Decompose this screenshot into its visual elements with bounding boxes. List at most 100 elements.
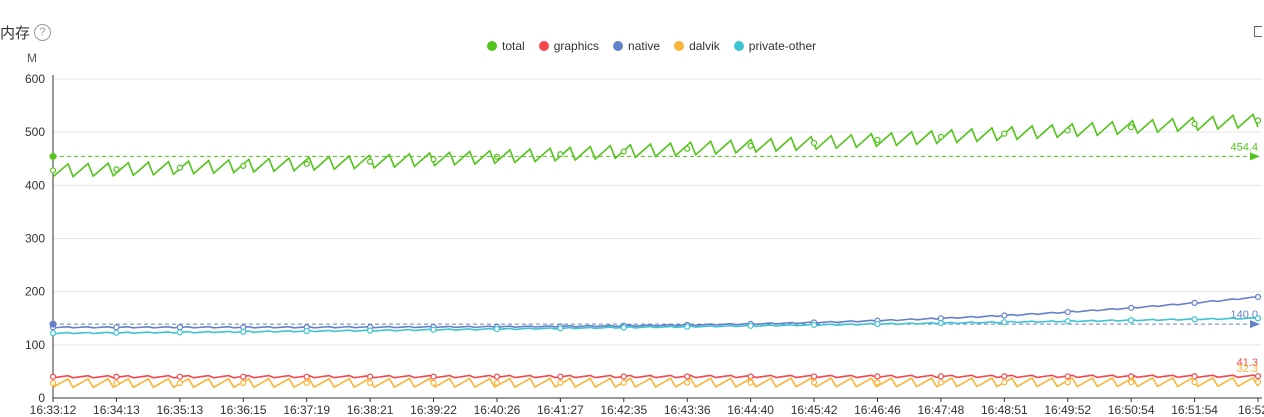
chart-title-text: 内存 [0, 25, 31, 42]
series-point-private-other [493, 325, 501, 333]
series-point-total [176, 164, 183, 171]
series-point-dalvik [620, 379, 627, 386]
series-point-graphics [430, 373, 437, 380]
y-tick-label: 500 [25, 125, 45, 139]
avg-start-dot-native [49, 320, 57, 328]
x-tick-label: 16:36:15 [220, 403, 267, 417]
series-point-graphics [1254, 373, 1262, 380]
series-point-graphics [557, 373, 564, 380]
series-point-total [49, 167, 57, 174]
series-point-graphics [493, 373, 501, 380]
legend-item-graphics[interactable]: graphics [538, 39, 600, 53]
chart-legend: total graphics native dalvik private-oth… [487, 39, 816, 53]
series-point-private-other [1064, 318, 1071, 325]
series-point-private-other [1001, 319, 1008, 326]
series-line-dalvik [52, 376, 1259, 389]
legend-item-total[interactable]: total [487, 39, 525, 53]
legend-item-private-other[interactable]: private-other [733, 39, 816, 53]
x-tick-label: 16:44:40 [727, 403, 774, 417]
series-point-total [113, 166, 120, 173]
series-point-private-other [937, 320, 944, 327]
x-tick-label: 16:39:22 [410, 403, 457, 417]
legend-label-total: total [502, 39, 525, 53]
x-tick-label: 16:34:13 [93, 403, 140, 417]
series-point-private-other [1128, 317, 1135, 324]
series-point-private-other [176, 329, 183, 336]
series-point-total [874, 136, 881, 144]
data-view-icon[interactable] [1254, 26, 1262, 37]
x-tick-label: 16:49:52 [1044, 403, 1091, 417]
series-point-graphics [1001, 373, 1008, 380]
series-point-dalvik [684, 379, 691, 386]
legend-dot-graphics [538, 41, 549, 51]
legend-label-graphics: graphics [553, 39, 600, 53]
x-tick-label: 16:41:27 [537, 403, 584, 417]
series-point-native [113, 324, 120, 331]
series-point-native [1191, 299, 1198, 306]
series-point-dalvik [937, 379, 944, 386]
x-tick-label: 16:42:35 [600, 403, 647, 417]
legend-item-dalvik[interactable]: dalvik [674, 39, 720, 53]
y-axis-unit: M [27, 51, 37, 65]
series-point-graphics [620, 373, 627, 380]
series-point-native [1254, 293, 1262, 301]
series-point-total [747, 142, 754, 149]
series-point-private-other [367, 327, 374, 334]
series-point-dalvik [1254, 378, 1262, 386]
y-tick-label: 300 [25, 232, 45, 246]
series-point-total [620, 148, 627, 155]
avg-start-dot-total [49, 152, 57, 160]
series-point-native [1128, 304, 1135, 311]
series-point-private-other [49, 330, 57, 337]
legend-dot-native [613, 41, 624, 51]
series-point-dalvik [430, 379, 437, 386]
series-line-private-other [52, 316, 1259, 335]
avg-arrow-total [1250, 152, 1260, 161]
x-tick-label: 16:37:19 [283, 403, 330, 417]
series-value-label-dalvik: 32.3 [1237, 363, 1258, 375]
legend-label-dalvik: dalvik [689, 39, 720, 53]
avg-arrow-native [1250, 320, 1260, 329]
series-point-dalvik [113, 379, 120, 387]
series-point-dalvik [557, 379, 564, 386]
x-tick-label: 16:48:51 [981, 403, 1028, 417]
series-point-total [303, 160, 310, 167]
series-point-total [1128, 124, 1135, 131]
series-line-graphics [52, 374, 1259, 379]
legend-dot-private-other [733, 41, 744, 51]
series-point-total [1064, 127, 1071, 134]
series-point-graphics [810, 373, 818, 380]
series-point-total [1001, 130, 1008, 137]
series-point-total [1254, 117, 1262, 124]
series-point-dalvik [493, 379, 501, 386]
series-point-private-other [747, 322, 754, 329]
legend-label-native: native [628, 39, 661, 53]
legend-item-native[interactable]: native [613, 39, 660, 53]
series-point-native [1064, 308, 1071, 316]
question-circle-icon[interactable]: ? [34, 24, 52, 41]
series-point-dalvik [303, 379, 310, 387]
series-point-private-other [430, 326, 437, 333]
x-tick-label: 16:45:42 [791, 403, 838, 417]
series-point-graphics [937, 373, 944, 380]
series-point-graphics [684, 373, 691, 380]
series-point-private-other [1191, 316, 1198, 323]
series-point-total [684, 145, 691, 152]
series-point-total [430, 156, 437, 163]
series-line-native [52, 296, 1259, 329]
series-point-total [1191, 120, 1198, 127]
chart-title: 内存 ? [0, 22, 52, 43]
series-point-dalvik [1191, 379, 1198, 386]
series-point-private-other [874, 320, 881, 328]
series-line-total [52, 113, 1259, 178]
series-point-dalvik [367, 379, 374, 387]
x-tick-label: 16:40:26 [474, 403, 521, 417]
series-point-private-other [240, 328, 247, 335]
series-point-private-other [1254, 315, 1262, 322]
y-tick-label: 600 [25, 72, 45, 86]
series-point-total [367, 158, 374, 165]
series-point-native [176, 324, 183, 331]
series-point-total [937, 133, 944, 140]
series-point-native [1001, 312, 1008, 319]
